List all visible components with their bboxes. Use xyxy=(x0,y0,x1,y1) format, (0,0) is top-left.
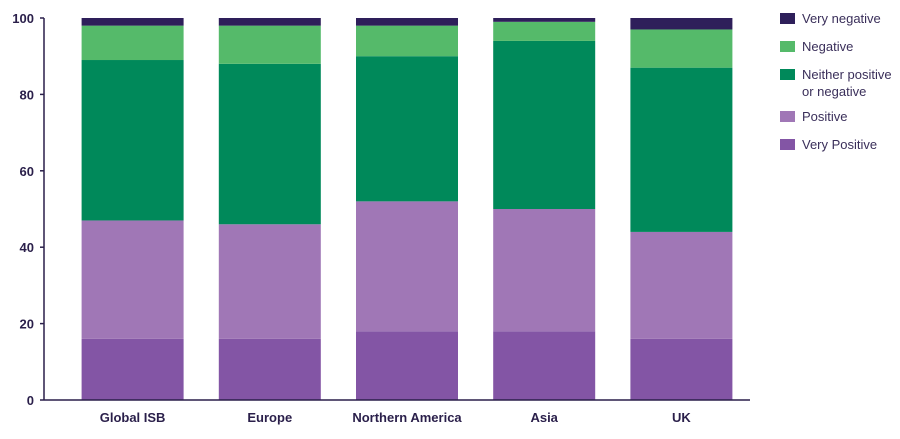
legend-swatch xyxy=(780,41,795,52)
legend-label: or negative xyxy=(802,84,866,99)
y-axis: 0 20 40 60 80 100 xyxy=(12,11,45,408)
legend-label: Neither positive xyxy=(802,67,892,82)
x-category-label: UK xyxy=(672,410,691,425)
bars-group xyxy=(81,18,733,400)
bar-segment-very-positive-global-isb xyxy=(81,338,184,400)
legend-label: Positive xyxy=(802,109,848,124)
bar-segment-positive-global-isb xyxy=(81,220,184,339)
x-category-label: Global ISB xyxy=(100,410,166,425)
bar-segment-negative-uk xyxy=(630,29,733,68)
y-tick-label: 20 xyxy=(20,317,34,332)
y-tick-label: 100 xyxy=(12,11,34,26)
bar-segment-neither-positive-or-negative-asia xyxy=(493,40,596,209)
x-axis: Global ISB Europe Northern America Asia UK xyxy=(44,399,750,425)
bar-segment-very-negative-northern-america xyxy=(356,18,458,26)
bar-segment-negative-asia xyxy=(493,21,596,41)
y-tick-label: 80 xyxy=(20,87,34,102)
legend: Very negative Negative Neither positive or … xyxy=(780,11,892,152)
legend-swatch xyxy=(780,111,795,122)
bar-segment-very-negative-europe xyxy=(218,18,321,26)
bar-segment-positive-northern-america xyxy=(356,201,458,332)
bar-segment-positive-asia xyxy=(493,209,596,332)
y-tick-label: 0 xyxy=(27,393,34,408)
x-category-label: Europe xyxy=(247,410,292,425)
legend-swatch xyxy=(780,139,795,150)
bar-segment-very-negative-global-isb xyxy=(81,18,184,26)
bar-segment-negative-northern-america xyxy=(356,25,458,57)
bar-segment-neither-positive-or-negative-europe xyxy=(218,63,321,225)
bar-segment-very-positive-asia xyxy=(493,331,596,400)
legend-label: Negative xyxy=(802,39,853,54)
bar-segment-negative-europe xyxy=(218,25,321,64)
bar-segment-positive-uk xyxy=(630,231,733,339)
bar-segment-neither-positive-or-negative-northern-america xyxy=(356,56,458,202)
legend-label: Very negative xyxy=(802,11,881,26)
bar-segment-negative-global-isb xyxy=(81,25,184,61)
bar-segment-very-positive-europe xyxy=(218,338,321,400)
x-category-label: Northern America xyxy=(352,410,462,425)
x-category-label: Asia xyxy=(530,410,558,425)
legend-swatch xyxy=(780,13,795,24)
bar-segment-neither-positive-or-negative-uk xyxy=(630,67,733,232)
y-tick-label: 40 xyxy=(20,240,34,255)
legend-swatch xyxy=(780,69,795,80)
legend-label: Very Positive xyxy=(802,137,877,152)
bar-segment-very-negative-uk xyxy=(630,18,733,30)
bar-segment-very-negative-asia xyxy=(493,18,596,22)
bar-segment-very-positive-uk xyxy=(630,338,733,400)
bar-segment-neither-positive-or-negative-global-isb xyxy=(81,60,184,221)
bar-segment-positive-europe xyxy=(218,224,321,339)
y-tick-label: 60 xyxy=(20,164,34,179)
bar-segment-very-positive-northern-america xyxy=(356,331,458,400)
